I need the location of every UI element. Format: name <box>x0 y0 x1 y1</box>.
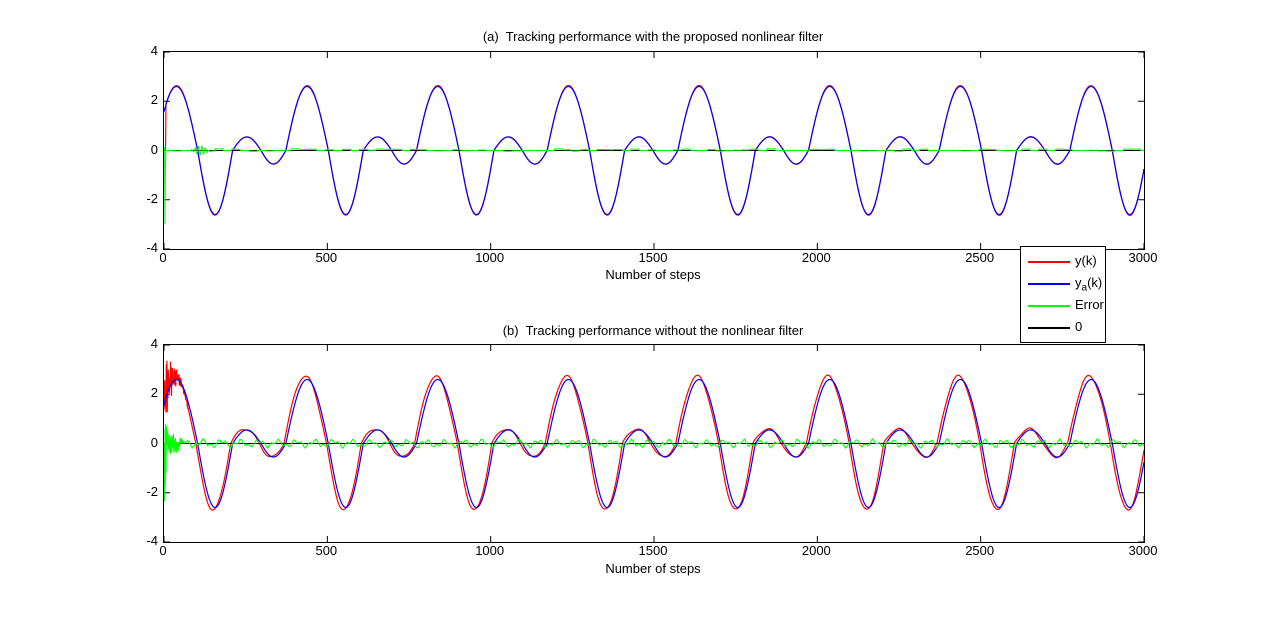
x-tick-label: 0 <box>159 250 167 265</box>
x-tick-label: 0 <box>159 543 167 558</box>
y-tick-label: 0 <box>150 434 158 450</box>
x-tick-label: 500 <box>315 250 338 265</box>
legend-entry-zero: 0 <box>1021 317 1105 339</box>
legend-label: ya(k) <box>1075 274 1103 294</box>
x-tick-label: 500 <box>315 543 338 558</box>
legend-entry-yk: y(k) <box>1021 251 1105 273</box>
legend[interactable]: y(k) ya(k) Error 0 <box>1020 246 1106 343</box>
subplot-b-xlabel: Number of steps <box>605 561 701 576</box>
x-tick-label: 1000 <box>475 250 505 265</box>
y-tick-label: -2 <box>146 483 158 499</box>
x-tick-label: 2000 <box>801 543 831 558</box>
legend-line-sample-black <box>1028 327 1070 329</box>
subplot-a-xlabel: Number of steps <box>605 267 701 282</box>
subplot-a-plot-area <box>164 52 1144 249</box>
y-tick-label: -2 <box>146 190 158 206</box>
y-tick-label: -4 <box>146 533 158 548</box>
x-tick-label: 2500 <box>965 250 995 265</box>
legend-label: 0 <box>1075 318 1083 334</box>
y-tick-label: 4 <box>150 336 158 351</box>
subplot-b-plot-area <box>164 345 1144 542</box>
x-tick-label: 3000 <box>1128 543 1158 558</box>
legend-label: Error <box>1075 296 1104 312</box>
y-tick-label: 2 <box>150 92 158 108</box>
legend-line-sample-blue <box>1028 283 1070 285</box>
subplot-b-title: (b) Tracking performance without the non… <box>502 323 804 338</box>
legend-line-sample-red <box>1028 261 1070 263</box>
x-tick-label: 1000 <box>475 543 505 558</box>
x-tick-label: 1500 <box>638 250 668 265</box>
x-tick-label: 3000 <box>1128 250 1158 265</box>
subplot-a-axes <box>163 51 1145 250</box>
y-tick-label: 2 <box>150 385 158 401</box>
subplot-b-axes <box>163 344 1145 543</box>
x-tick-label: 1500 <box>638 543 668 558</box>
y-tick-label: 0 <box>150 141 158 157</box>
legend-label: y(k) <box>1075 252 1097 268</box>
subplot-a-title: (a) Tracking performance with the propos… <box>482 29 824 44</box>
x-tick-label: 2500 <box>965 543 995 558</box>
legend-entry-error: Error <box>1021 295 1105 317</box>
legend-entry-yak: ya(k) <box>1021 273 1105 295</box>
y-tick-label: 4 <box>150 43 158 58</box>
x-tick-label: 2000 <box>801 250 831 265</box>
y-tick-label: -4 <box>146 240 158 255</box>
legend-line-sample-green <box>1028 305 1070 307</box>
